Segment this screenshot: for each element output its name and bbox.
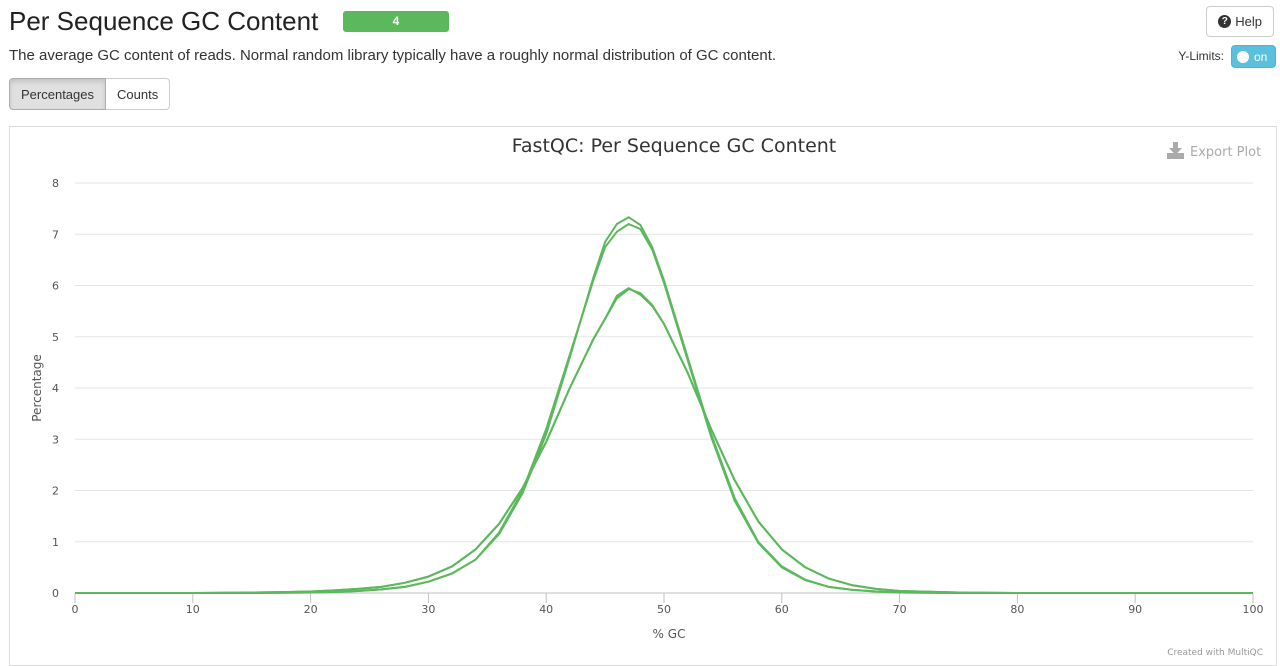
- ylimits-toggle[interactable]: on: [1231, 45, 1276, 68]
- y-tick-labels: 0 1 2 3 4 5 6 7 8: [52, 177, 59, 600]
- y-tick-label: 0: [52, 587, 59, 600]
- tab-counts[interactable]: Counts: [106, 78, 171, 110]
- y-tick-label: 2: [52, 485, 59, 498]
- x-tick-label: 60: [775, 603, 789, 616]
- y-tick-label: 3: [52, 433, 59, 446]
- x-tick-label: 100: [1243, 603, 1264, 616]
- y-tick-label: 8: [52, 177, 59, 190]
- series-line-1[interactable]: [75, 288, 1253, 594]
- ylimits-label: Y-Limits:: [1178, 49, 1224, 63]
- page-title: Per Sequence GC Content: [9, 6, 319, 36]
- series-line-3[interactable]: [75, 216, 1253, 594]
- x-tick-label: 20: [304, 603, 318, 616]
- export-plot-button[interactable]: Export Plot: [1167, 142, 1261, 160]
- x-tick-label: 80: [1010, 603, 1024, 616]
- data-type-tabs: Percentages Counts: [9, 78, 171, 110]
- series-line-2[interactable]: [75, 287, 1253, 594]
- export-plot-label: Export Plot: [1190, 145, 1261, 160]
- status-badge[interactable]: 4: [343, 11, 449, 32]
- y-axis-label: Percentage: [30, 354, 44, 422]
- x-tick-label: 40: [539, 603, 553, 616]
- chart-grid: [75, 182, 1253, 543]
- help-button-label: Help: [1235, 14, 1262, 29]
- y-tick-label: 6: [52, 280, 59, 293]
- x-tick-label: 70: [893, 603, 907, 616]
- x-tick-labels: 0 10 20 30 40 50 60 70 80 90 100: [72, 593, 1264, 616]
- x-tick-label: 30: [421, 603, 435, 616]
- download-icon: [1167, 142, 1184, 159]
- y-tick-label: 4: [52, 382, 59, 395]
- question-circle-icon: ?: [1218, 15, 1232, 28]
- x-tick-label: 90: [1128, 603, 1142, 616]
- x-tick-label: 50: [657, 603, 671, 616]
- chart-title: FastQC: Per Sequence GC Content: [512, 135, 837, 157]
- created-with-credit: Created with MultiQC: [1167, 648, 1263, 658]
- y-tick-label: 7: [52, 228, 59, 241]
- x-axis-label: % GC: [653, 627, 686, 641]
- x-tick-label: 10: [186, 603, 200, 616]
- tab-percentages[interactable]: Percentages: [9, 78, 106, 110]
- help-button[interactable]: ? Help: [1206, 6, 1274, 37]
- toggle-knob-icon: [1237, 50, 1249, 63]
- y-tick-label: 1: [52, 536, 59, 549]
- chart-series: [75, 216, 1253, 594]
- ylimits-toggle-label: on: [1254, 49, 1268, 64]
- y-tick-label: 5: [52, 331, 59, 344]
- section-description: The average GC content of reads. Normal …: [9, 47, 777, 64]
- series-line-4[interactable]: [75, 223, 1253, 594]
- x-tick-label: 0: [72, 603, 79, 616]
